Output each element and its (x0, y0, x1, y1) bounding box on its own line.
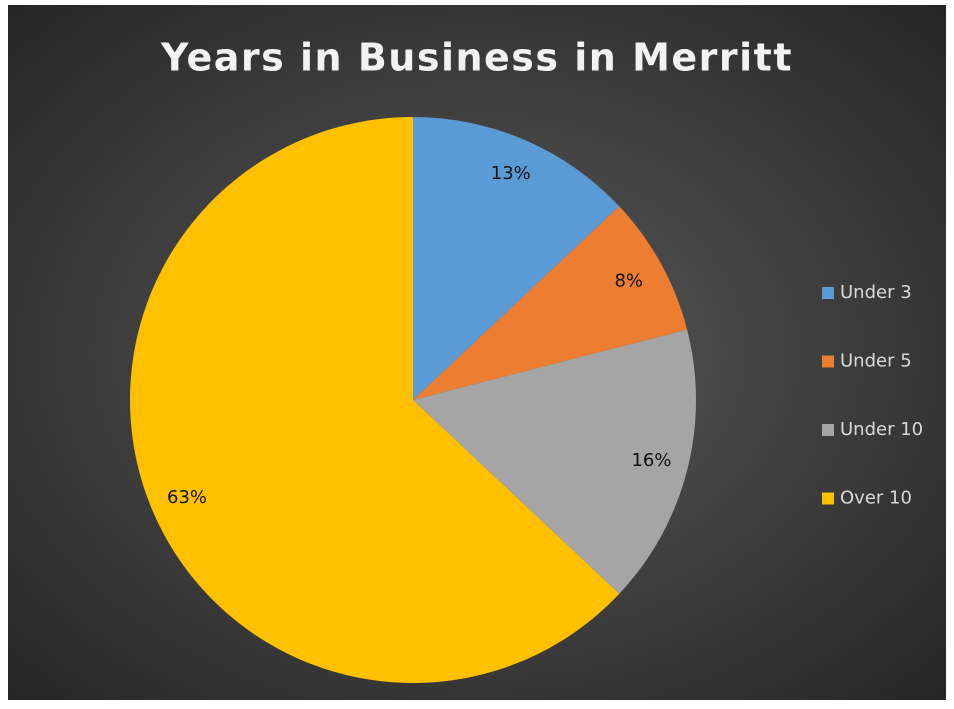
pie-slice (413, 206, 688, 400)
legend-swatch (822, 424, 834, 436)
data-label: 63% (167, 487, 207, 508)
data-label: 16% (631, 450, 671, 471)
legend-swatch (822, 492, 834, 505)
data-label: 13% (491, 163, 531, 184)
legend-label: Under 3 (840, 282, 912, 303)
pie-slice (129, 117, 620, 684)
legend-label: Over 10 (840, 488, 912, 509)
pie-slice (413, 329, 696, 594)
legend-label: Under 5 (840, 351, 912, 372)
chart-title: Years in Business in Merritt (160, 36, 793, 80)
legend-swatch (822, 355, 834, 368)
pie-slice (413, 117, 620, 400)
data-label: 8% (614, 270, 643, 291)
legend-swatch (822, 287, 834, 299)
legend-label: Under 10 (840, 419, 923, 440)
